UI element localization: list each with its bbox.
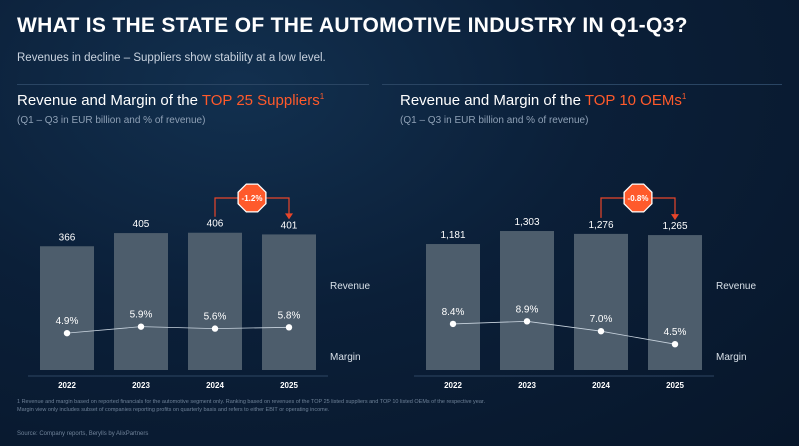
source-note: Source: Company reports, Berylls by Alix… [17,431,149,437]
page-title: WHAT IS THE STATE OF THE AUTOMOTIVE INDU… [17,14,688,37]
change-badge [237,183,267,213]
margin-label: 4.9% [56,316,79,327]
panel-divider-left [17,84,369,85]
revenue-label: 1,276 [588,220,613,231]
margin-label: 4.5% [664,327,687,338]
panel-title-prefix: Revenue and Margin of the [400,92,585,109]
revenue-label: 1,303 [514,217,539,228]
revenue-label: 405 [133,219,150,230]
margin-point [449,320,457,328]
margin-label: 5.8% [278,310,301,321]
panel-title-highlight: TOP 10 OEMs [584,92,682,109]
footnote-line: Margin view only includes subset of comp… [17,407,330,413]
margin-label: 7.0% [590,314,613,325]
margin-point [523,318,531,325]
panel-title-highlight: TOP 25 Suppliers [201,92,320,109]
revenue-bar [188,232,242,370]
footnote: 1 Revenue and margin based on reported f… [17,398,485,414]
revenue-bar [114,233,168,370]
revenue-label: 406 [207,219,224,230]
x-tick-label: 2024 [206,381,224,390]
legend-margin: Margin [716,352,747,363]
revenue-label: 1,181 [440,230,465,241]
change-arrowhead [671,214,679,221]
margin-label: 5.6% [204,312,227,323]
revenue-bar [648,235,702,370]
panel-subtitle-oems: (Q1 – Q3 in EUR billion and % of revenue… [400,115,589,126]
margin-point [671,341,679,348]
margin-label: 8.9% [516,304,539,315]
panel-title-prefix: Revenue and Margin of the [17,92,202,109]
x-tick-label: 2022 [444,381,462,390]
revenue-bar [500,231,554,370]
x-tick-label: 2024 [592,381,610,390]
margin-point [63,329,71,337]
revenue-label: 1,265 [662,221,687,232]
legend-revenue: Revenue [330,281,370,292]
margin-point [597,328,605,335]
margin-point [137,323,145,330]
margin-line [66,326,290,334]
revenue-bar [262,234,316,370]
change-badge-label: -0.8% [628,194,649,203]
x-tick-label: 2025 [280,381,298,390]
page-subtitle: Revenues in decline – Suppliers show sta… [17,52,326,64]
panel-divider-right [382,84,782,85]
x-tick-label: 2022 [58,381,76,390]
change-arrowhead [285,213,293,220]
revenue-bar [40,246,94,370]
x-tick-label: 2025 [666,381,684,390]
change-badge [623,183,653,213]
footnote-line: 1 Revenue and margin based on reported f… [17,399,485,405]
x-tick-label: 2023 [132,381,150,390]
margin-label: 8.4% [442,307,465,318]
legend-margin: Margin [330,352,361,363]
margin-point [285,324,293,331]
panel-title-suppliers: Revenue and Margin of the TOP 25 Supplie… [17,92,324,109]
margin-point [211,325,219,332]
change-badge-label: -1.2% [242,194,263,203]
margin-label: 5.9% [130,310,153,321]
revenue-bar [426,244,480,370]
revenue-label: 366 [59,232,76,243]
panel-subtitle-suppliers: (Q1 – Q3 in EUR billion and % of revenue… [17,115,206,126]
legend-revenue: Revenue [716,281,756,292]
footnote-marker: 1 [319,92,325,101]
revenue-bar [574,233,628,370]
revenue-label: 401 [281,220,298,231]
panel-title-oems: Revenue and Margin of the TOP 10 OEMs1 [400,92,686,109]
footnote-marker: 1 [681,92,687,101]
margin-line [452,320,676,345]
x-tick-label: 2023 [518,381,536,390]
